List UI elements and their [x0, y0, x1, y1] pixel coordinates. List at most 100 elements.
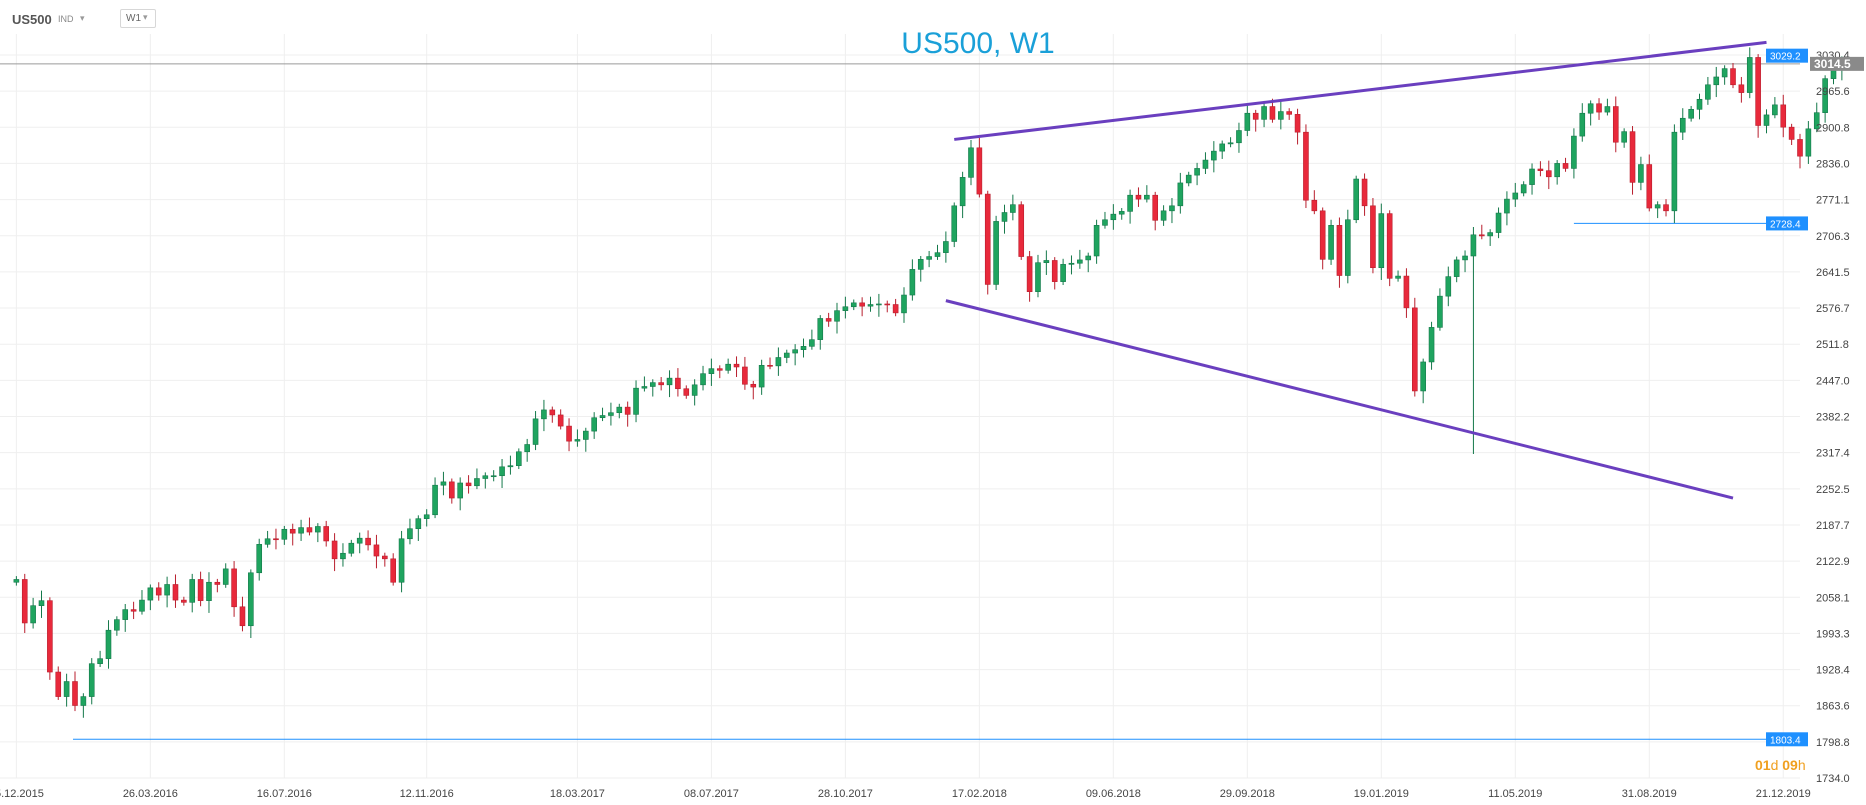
low-price-marker-label: 1803.4 — [1770, 735, 1801, 746]
candle-body — [155, 587, 162, 596]
chart-toolbar: US500 IND ▾ W1 ▾ — [0, 0, 300, 34]
candle-body — [524, 444, 530, 453]
candle-body — [1026, 256, 1033, 292]
candle-body — [926, 256, 932, 260]
bar-countdown: 01d 09h — [1755, 757, 1806, 773]
candle-body — [482, 475, 489, 479]
candle-body — [323, 526, 330, 542]
candle-body — [164, 584, 170, 596]
candle-body — [1629, 131, 1636, 183]
candle-body — [825, 318, 832, 322]
price-tick-label: 1734.0 — [1816, 773, 1850, 785]
date-tick-label: 31.08.2019 — [1622, 788, 1677, 800]
candle-body — [1294, 114, 1301, 133]
candle-body — [1060, 264, 1066, 282]
candle-body — [582, 430, 589, 440]
price-tick-label: 2252.5 — [1816, 484, 1850, 496]
candle-body — [1571, 135, 1577, 169]
candle-body — [599, 415, 606, 419]
candle-body — [733, 363, 740, 368]
candle-body — [1696, 98, 1703, 110]
candle-body — [239, 606, 246, 627]
price-tick-label: 2511.8 — [1816, 339, 1849, 351]
candle-body — [1462, 255, 1468, 261]
high-price-marker-box — [1766, 48, 1808, 63]
candle-body — [423, 514, 430, 519]
countdown-days-unit: d — [1770, 757, 1779, 773]
candle-body — [658, 382, 664, 386]
candle-body — [616, 406, 623, 414]
symbol-label[interactable]: US500 — [12, 12, 52, 27]
candle-body — [97, 658, 103, 664]
candle-body — [1102, 219, 1108, 226]
candle-body — [1135, 194, 1142, 200]
candle-body — [700, 373, 706, 386]
candle-body — [432, 484, 438, 516]
candle-body — [88, 663, 95, 697]
candle-body — [1495, 212, 1502, 233]
candle-body — [1705, 84, 1711, 100]
candle-body — [306, 527, 313, 533]
candle-body — [1110, 213, 1117, 221]
candle-body — [1537, 168, 1544, 171]
candle-body — [708, 368, 715, 374]
candle-body — [842, 306, 849, 311]
candle-body — [1487, 232, 1493, 237]
candle-body — [1822, 78, 1828, 113]
candle-body — [541, 409, 547, 420]
candle-body — [1554, 163, 1560, 178]
candle-body — [859, 302, 865, 307]
price-tick-label: 2187.7 — [1816, 520, 1850, 532]
candle-body — [624, 406, 631, 415]
date-tick-label: 05.12.2015 — [0, 788, 44, 800]
candle-body — [867, 304, 874, 307]
candle-body — [716, 368, 723, 371]
candle-body — [1177, 182, 1184, 207]
price-tick-label: 2706.3 — [1816, 231, 1850, 243]
candle-body — [55, 671, 62, 697]
candle-body — [884, 303, 891, 306]
candle-body — [130, 609, 137, 612]
candle-body — [993, 221, 999, 285]
candle-body — [608, 412, 614, 416]
time-axis[interactable]: 05.12.2015 26.03.2016 16.07.2016 12.11.2016… — [0, 788, 1811, 800]
candle-body — [1303, 131, 1309, 201]
price-tick-label: 1863.6 — [1816, 701, 1850, 713]
price-tick-label: 2447.0 — [1816, 375, 1850, 387]
candle-body — [264, 538, 271, 545]
candle-body — [1353, 178, 1359, 221]
date-tick-label: 09.06.2018 — [1086, 788, 1141, 800]
price-tick-label: 1928.4 — [1816, 665, 1850, 677]
candle-body — [834, 310, 840, 322]
candle-body — [105, 629, 112, 659]
timeframe-select[interactable]: W1 ▾ — [120, 9, 156, 28]
candle-body — [21, 579, 28, 624]
candle-body — [909, 269, 916, 296]
candle-body — [1093, 225, 1100, 257]
candle-body — [1612, 106, 1619, 143]
candle-body — [951, 205, 958, 242]
candle-body — [206, 581, 212, 601]
price-markers: 3029.2 2728.4 1803.4 3014.5 — [1766, 48, 1864, 747]
candle-body — [1001, 212, 1008, 222]
candle-body — [968, 147, 974, 178]
candle-body — [382, 555, 388, 560]
candle-body — [1797, 139, 1803, 157]
candle-body — [1671, 131, 1678, 212]
candle-body — [1596, 103, 1602, 113]
candle-body — [683, 388, 690, 396]
chevron-down-icon[interactable]: ▾ — [80, 13, 85, 23]
price-tick-label: 2382.2 — [1816, 412, 1850, 424]
candle-body — [1118, 211, 1125, 215]
candle-body — [1319, 210, 1326, 260]
candle-body — [1604, 106, 1611, 113]
candle-body — [532, 418, 539, 445]
candle-body — [47, 600, 53, 673]
candle-body — [1244, 112, 1251, 131]
low-price-marker-box — [1766, 732, 1808, 747]
price-axis[interactable]: 1734.0 1798.8 1863.6 1928.4 1993.3 2058.1 2122… — [1816, 50, 1850, 785]
date-tick-label: 12.11.2016 — [400, 788, 454, 800]
candle-body — [1252, 112, 1259, 120]
candle-body — [1772, 104, 1778, 116]
